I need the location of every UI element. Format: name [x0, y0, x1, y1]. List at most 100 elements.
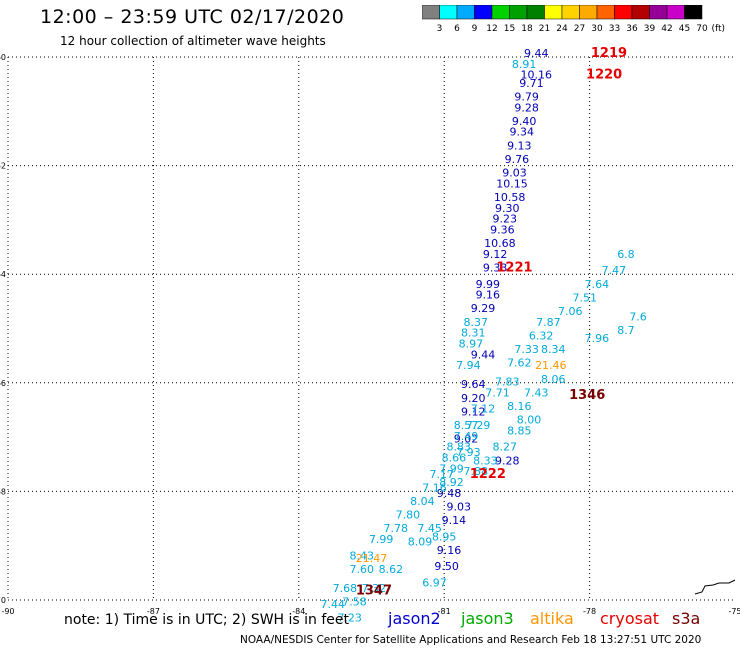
altimeter-points: 9.4410.169.719.799.289.409.349.139.769.0… [320, 47, 646, 625]
pass-time-label: 1221 [496, 260, 532, 275]
swh-point-jason3: 7.80 [396, 509, 421, 522]
swh-point-jason3: 7.94 [456, 359, 481, 372]
scale-tick-label: 39 [644, 24, 656, 34]
swh-point-jason2: 9.33 [483, 261, 508, 274]
lat-tick-label: -70 [0, 596, 6, 605]
swh-point-jason3: 8.31 [461, 327, 486, 340]
swh-point-jason2: 9.34 [509, 126, 534, 139]
swh-point-jason2: 10.58 [494, 191, 526, 204]
swh-point-jason2: 9.02 [454, 433, 479, 446]
scale-tick-label: 18 [521, 24, 533, 34]
swh-point-jason3: 7.83 [495, 376, 520, 389]
page-subtitle: 12 hour collection of altimeter wave hei… [60, 34, 326, 48]
swh-point-jason2: 9.03 [446, 500, 471, 513]
swh-point-jason2: 9.71 [519, 77, 544, 90]
swh-point-jason3: 7.96 [585, 332, 610, 345]
lat-tick-label: -68 [0, 487, 6, 496]
swh-point-jason2: 9.36 [490, 223, 515, 236]
scale-tick-label: 3 [437, 24, 443, 34]
swh-point-jason3: 8.83 [446, 441, 471, 454]
scale-tick-label: 70 [696, 24, 708, 34]
scale-tick-label: 45 [679, 24, 690, 34]
legend-altika: altika [530, 609, 574, 628]
swh-point-jason2: 9.40 [512, 115, 537, 128]
swh-point-jason2: 9.12 [483, 248, 508, 261]
swh-point-jason2: 10.16 [521, 69, 553, 82]
swh-point-jason2: 9.76 [505, 153, 530, 166]
swh-point-jason3: 8.62 [379, 563, 404, 576]
pass-time-label: 1222 [470, 467, 506, 482]
swh-point-jason3: 7.51 [573, 291, 598, 304]
swh-point-jason3: 8.97 [459, 338, 484, 351]
pass-time-label: 1220 [586, 68, 622, 83]
swh-point-jason2: 9.99 [476, 278, 501, 291]
swh-point-jason2: 9.30 [495, 202, 520, 215]
swh-point-jason2: 9.20 [461, 392, 486, 405]
swh-point-jason3: 7.78 [383, 522, 408, 535]
swh-point-jason3: 8.00 [517, 414, 542, 427]
legend-s3a: s3a [672, 609, 701, 628]
swh-point-jason3: 7.68 [333, 582, 358, 595]
scale-tick-label: 30 [591, 24, 603, 34]
swh-point-jason3: 7.33 [514, 343, 539, 356]
scale-tick-label: 9 [472, 24, 478, 34]
lat-tick-label: -62 [0, 162, 6, 171]
pass-time-label: 1219 [591, 46, 627, 61]
coastline [694, 579, 736, 595]
swh-point-jason2: 9.13 [507, 139, 532, 152]
lon-tick-label: -90 [1, 607, 14, 616]
scale-tick-label: 15 [504, 24, 515, 34]
swh-point-jason3: 8.7 [617, 324, 635, 337]
swh-point-jason2: 10.15 [496, 177, 528, 190]
legend-jason2: jason2 [388, 609, 441, 628]
swh-point-jason3: 7.93 [456, 446, 481, 459]
swh-point-jason3: 7.64 [585, 278, 610, 291]
scale-tick-label: 33 [609, 24, 620, 34]
lat-tick-label: -60 [0, 53, 6, 62]
swh-point-jason2: 9.16 [476, 289, 501, 302]
legend-jason3: jason3 [461, 609, 514, 628]
scale-swatch [684, 5, 703, 20]
swh-point-jason3: 7.17 [430, 468, 455, 481]
scale-tick-label: 6 [454, 24, 460, 34]
swh-point-jason3: 8.34 [541, 343, 566, 356]
swh-point-jason3: 7.6 [629, 310, 647, 323]
scale-tick-label: 24 [556, 24, 568, 34]
swh-point-jason3: 7.29 [466, 419, 491, 432]
swh-point-jason3: 8.66 [442, 452, 467, 465]
credit-line: NOAA/NESDIS Center for Satellite Applica… [240, 634, 702, 646]
swh-point-jason3: 8.37 [463, 316, 488, 329]
color-scale-bar: 3 6 9 12 15 18 21 24 27 30 33 36 39 42 45 70 (ft) [422, 5, 725, 34]
scale-tick-label: 21 [539, 24, 550, 34]
swh-point-jason3: 8.16 [507, 400, 532, 413]
swh-point-jason2: 9.12 [461, 405, 486, 418]
swh-point-jason2: 9.79 [514, 90, 539, 103]
swh-point-jason3: 7.99 [369, 533, 394, 546]
scale-tick-label: 36 [626, 24, 638, 34]
swh-point-jason2: 9.44 [471, 348, 496, 361]
page-title: 12:00 – 23:59 UTC 02/17/2020 [40, 6, 345, 28]
swh-point-jason3: 8.06 [541, 373, 566, 386]
swh-point-jason2: 9.29 [471, 302, 496, 315]
swh-point-jason3: 7.23 [337, 612, 362, 625]
lon-tick-label: -81 [438, 607, 451, 616]
swh-point-jason3: 6.32 [529, 329, 554, 342]
swh-point-jason3: 8.27 [493, 441, 518, 454]
swh-point-jason2: 9.28 [514, 101, 539, 114]
lon-tick-label: -84 [292, 607, 305, 616]
swh-point-jason2: 10.68 [484, 237, 516, 250]
legend-cryosat: cryosat [600, 609, 660, 628]
swh-point-jason3: 7.99 [439, 462, 464, 475]
swh-point-jason2: 9.28 [495, 454, 520, 467]
swh-point-jason3: 7.87 [536, 316, 561, 329]
swh-point-jason3: 8.57 [454, 419, 479, 432]
graticule [7, 56, 735, 601]
swh-point-jason3: 7.60 [350, 563, 375, 576]
swh-point-jason3: 8.33 [473, 454, 498, 467]
swh-point-altika: 21.46 [535, 359, 567, 372]
lon-tick-label: -75 [728, 607, 740, 616]
swh-point-jason3: 7.71 [485, 386, 510, 399]
lon-tick-label: -78 [583, 607, 596, 616]
swh-point-jason3: 7.47 [602, 264, 627, 277]
